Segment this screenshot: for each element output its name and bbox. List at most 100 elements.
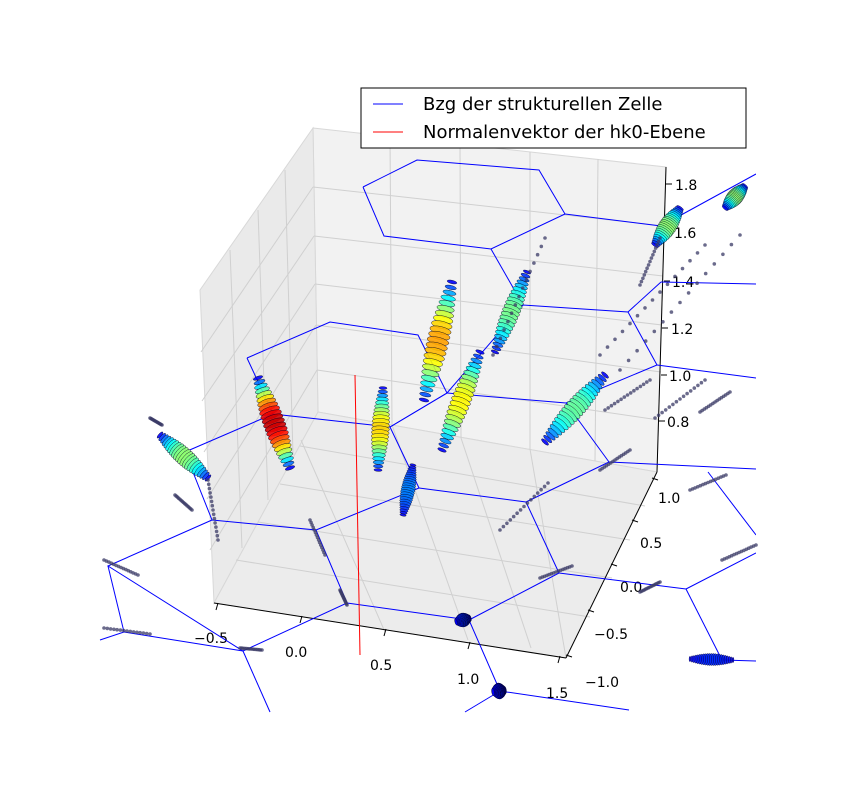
scatter-point (419, 386, 434, 393)
scatter-point (345, 603, 349, 607)
scatter-point (658, 236, 662, 240)
scatter-point (622, 395, 627, 399)
scatter-point (703, 378, 707, 382)
zone-boundary-line (242, 650, 271, 713)
scatter-point (643, 339, 648, 343)
scatter-point (543, 236, 547, 240)
scatter-point (635, 313, 640, 318)
scatter-point (439, 437, 452, 445)
scatter-point (136, 573, 140, 577)
z-tick-label: 1.4 (672, 275, 694, 291)
scatter-point (511, 514, 516, 519)
scatter-point (213, 521, 217, 525)
scatter-point (692, 386, 697, 390)
scatter-point (641, 276, 645, 281)
scatter-point (667, 405, 672, 409)
x-axis-line (213, 602, 567, 659)
scatter-point (698, 410, 702, 414)
scatter-point (214, 525, 218, 529)
scatter-point (685, 391, 689, 396)
scatter-point (517, 294, 521, 299)
scatter-point (148, 416, 152, 420)
scatter-point (703, 243, 707, 247)
scatter-point (419, 392, 432, 398)
scatter-point (731, 657, 735, 663)
scatter-point (721, 205, 729, 211)
scatter-point (209, 495, 213, 499)
scatter-point (638, 384, 643, 389)
zone-boundary-line (656, 364, 756, 379)
scatter-point (641, 382, 646, 387)
scatter-point (673, 274, 677, 279)
scatter-point (128, 629, 133, 634)
scatter-point (206, 478, 210, 482)
scatter-point (148, 632, 152, 636)
scatter-point (656, 413, 661, 418)
z-tick-label: 1.2 (671, 322, 693, 338)
scatter-point (721, 252, 725, 257)
scatter-point (699, 380, 704, 385)
scatter-point (208, 491, 212, 495)
scatter-point (678, 300, 682, 305)
scatter-point (738, 233, 742, 237)
scatter-point (597, 374, 607, 382)
scatter-point (525, 501, 530, 505)
x-tick-mark (383, 628, 387, 637)
scatter-point (598, 468, 602, 472)
scatter-point (628, 391, 633, 395)
scatter-point (635, 348, 639, 353)
scatter-point (437, 447, 447, 453)
scatter-point (108, 627, 113, 631)
scatter-point (545, 431, 556, 441)
scatter-point (660, 410, 664, 415)
scatter-point (625, 393, 630, 397)
zone-boundary-line (499, 690, 630, 711)
scatter-point (214, 529, 219, 534)
x-tick-label: −0.5 (194, 631, 228, 647)
scatter-point (253, 375, 263, 381)
axes-panes (199, 126, 667, 659)
scatter-point (681, 394, 686, 399)
scatter-point (125, 629, 129, 633)
scatter-point (661, 320, 665, 324)
scatter-point (665, 282, 670, 287)
scatter-point (598, 353, 602, 357)
scatter-point (528, 269, 532, 274)
scatter-point (646, 263, 651, 267)
scatter-point (515, 511, 519, 515)
scatter-point (112, 627, 116, 632)
scatter-point (498, 528, 502, 532)
scatter-point (632, 388, 636, 393)
x-tick-label: 1.0 (457, 672, 479, 688)
scatter-point (520, 286, 525, 290)
zone-boundary-line (346, 602, 470, 621)
scatter-point (131, 630, 136, 634)
scatter-point (475, 349, 485, 355)
z-tick-label: 1.6 (674, 226, 696, 242)
scatter-point (470, 357, 483, 365)
scatter-point (620, 329, 625, 334)
scatter-point (118, 628, 123, 632)
scatter-point (605, 345, 610, 349)
scatter-point (102, 626, 106, 630)
zone-boundary-line (525, 461, 610, 503)
scatter-point (619, 397, 623, 402)
scatter-point (121, 628, 126, 633)
scatter-point (491, 353, 495, 357)
scatter-point (520, 273, 531, 279)
y-tick-mark (610, 563, 618, 567)
zone-boundary-line (685, 552, 756, 590)
x-tick-label: 0.5 (370, 658, 392, 674)
scatter-point (444, 284, 457, 290)
scatter-point (570, 564, 574, 568)
z-tick-label: 0.8 (667, 415, 689, 431)
scatter-point (206, 482, 211, 487)
scatter-point (539, 244, 544, 249)
scatter-point (686, 291, 691, 295)
scatter-point (680, 266, 685, 271)
y-tick-labels: −1.0 −0.5 0.0 0.5 1.0 (585, 491, 680, 691)
scatter-point (440, 433, 454, 441)
scatter-point (542, 484, 547, 489)
scatter-point (509, 311, 514, 316)
zone-boundary-line (627, 281, 662, 313)
